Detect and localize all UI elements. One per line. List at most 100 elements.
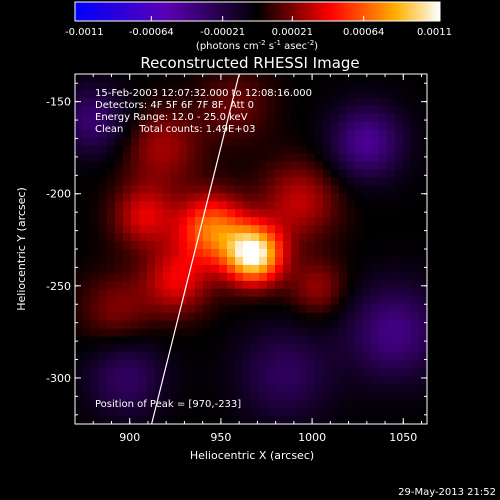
heatmap-cell — [115, 304, 124, 314]
heatmap-cell — [387, 384, 396, 393]
heatmap-cell — [331, 113, 340, 123]
heatmap-cell — [123, 272, 132, 282]
heatmap-cell — [147, 392, 156, 401]
heatmap-cell — [291, 89, 300, 99]
heatmap-cell — [355, 137, 364, 147]
heatmap-cell — [203, 217, 212, 226]
heatmap-cell — [379, 105, 388, 115]
heatmap-cell — [259, 201, 268, 210]
heatmap-cell — [331, 233, 340, 242]
heatmap-cell — [275, 105, 284, 115]
heatmap-cell — [107, 408, 116, 417]
heatmap-cell — [83, 97, 92, 107]
heatmap-cell — [83, 81, 92, 91]
heatmap-cell — [275, 241, 284, 250]
heatmap-cell — [395, 137, 404, 147]
heatmap-cell — [115, 384, 124, 393]
heatmap-cell — [363, 312, 372, 322]
heatmap-cell — [339, 376, 348, 385]
heatmap-cell — [411, 280, 420, 290]
heatmap-cell — [283, 129, 292, 139]
heatmap-cell — [251, 360, 260, 369]
heatmap-cell — [235, 217, 244, 226]
heatmap-cell — [307, 193, 316, 202]
heatmap-cell — [107, 288, 116, 298]
heatmap-cell — [227, 81, 236, 91]
heatmap-cell — [99, 129, 108, 139]
heatmap-cell — [179, 74, 188, 83]
heatmap-cell — [379, 328, 388, 338]
heatmap-cell — [107, 241, 116, 250]
heatmap-cell — [115, 121, 124, 131]
heatmap-cell — [331, 121, 340, 131]
heatmap-cell — [219, 169, 228, 178]
heatmap-cell — [299, 74, 308, 83]
heatmap-cell — [179, 217, 188, 226]
heatmap-cell — [419, 185, 427, 194]
heatmap-cell — [315, 161, 324, 171]
heatmap-cell — [75, 137, 84, 147]
heatmap-cell — [171, 416, 180, 424]
heatmap-cell — [291, 121, 300, 131]
heatmap-cell — [363, 129, 372, 139]
heatmap-cell — [387, 408, 396, 417]
heatmap-cell — [211, 129, 220, 139]
heatmap-cell — [107, 296, 116, 306]
heatmap-cell — [227, 368, 236, 377]
heatmap-cell — [227, 129, 236, 139]
heatmap-cell — [355, 368, 364, 377]
heatmap-cell — [283, 272, 292, 282]
heatmap-cell — [267, 81, 276, 91]
heatmap-cell — [227, 105, 236, 115]
heatmap-cell — [147, 368, 156, 377]
heatmap-cell — [227, 217, 236, 226]
heatmap-cell — [83, 288, 92, 298]
heatmap-cell — [187, 185, 196, 194]
heatmap-cell — [123, 169, 132, 178]
heatmap-cell — [283, 97, 292, 107]
heatmap-cell — [243, 320, 252, 330]
heatmap-cell — [299, 89, 308, 99]
heatmap-cell — [283, 225, 292, 234]
heatmap-cell — [291, 161, 300, 171]
heatmap-cell — [403, 201, 412, 210]
heatmap-cell — [275, 153, 284, 163]
heatmap-cell — [419, 113, 427, 123]
heatmap-cell — [371, 161, 380, 171]
heatmap-cell — [291, 408, 300, 417]
heatmap-cell — [155, 233, 164, 242]
heatmap-cell — [403, 74, 412, 83]
heatmap-cell — [83, 296, 92, 306]
heatmap-cell — [267, 105, 276, 115]
heatmap-cell — [299, 145, 308, 155]
heatmap-cell — [147, 177, 156, 186]
heatmap-cell — [371, 105, 380, 115]
heatmap-cell — [259, 304, 268, 314]
heatmap-cell — [315, 392, 324, 401]
heatmap-cell — [355, 392, 364, 401]
heatmap-cell — [411, 368, 420, 377]
heatmap-cell — [323, 233, 332, 242]
heatmap-cell — [315, 360, 324, 369]
heatmap-cell — [195, 225, 204, 234]
heatmap-cell — [251, 272, 260, 282]
heatmap-cell — [411, 249, 420, 258]
heatmap-cell — [291, 360, 300, 369]
heatmap-cell — [299, 113, 308, 123]
heatmap-cell — [243, 256, 252, 266]
heatmap-cell — [107, 328, 116, 338]
heatmap-cell — [227, 328, 236, 338]
heatmap-cell — [259, 97, 268, 107]
heatmap-cell — [155, 169, 164, 178]
heatmap-cell — [339, 296, 348, 306]
heatmap-cell — [331, 217, 340, 226]
heatmap-cell — [139, 384, 148, 393]
heatmap-cell — [339, 74, 348, 83]
heatmap-cell — [371, 217, 380, 226]
heatmap-cell — [235, 113, 244, 123]
heatmap-cell — [307, 74, 316, 83]
heatmap-cell — [235, 81, 244, 91]
heatmap-cell — [371, 264, 380, 274]
heatmap-cell — [243, 336, 252, 346]
heatmap-cell — [387, 97, 396, 107]
